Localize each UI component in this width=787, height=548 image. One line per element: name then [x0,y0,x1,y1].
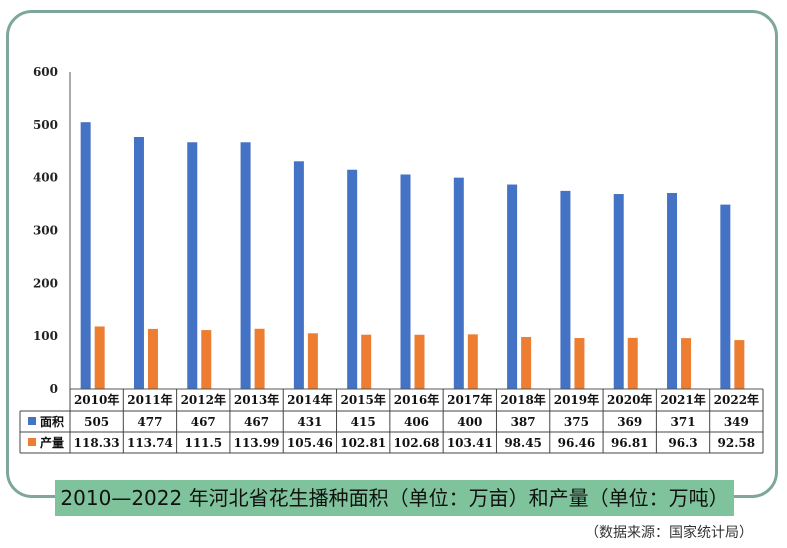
table-value-面积: 406 [404,415,429,429]
bar-面积-2017年 [453,177,464,389]
y-tick-label: 400 [33,171,58,185]
x-tick-label: 2010年 [74,392,119,407]
x-tick-label: 2014年 [287,392,332,407]
legend-swatch-产量 [28,438,36,446]
bar-产量-2010年 [94,326,105,389]
bar-产量-2012年 [201,330,212,389]
x-tick-label: 2013年 [234,392,279,407]
table-value-面积: 375 [564,415,589,429]
bar-产量-2019年 [574,338,585,389]
table-value-面积: 505 [84,415,109,429]
legend-label-面积: 面积 [40,414,64,429]
bar-面积-2022年 [720,204,731,389]
table-value-面积: 431 [297,415,322,429]
bar-面积-2018年 [507,184,518,389]
x-tick-label: 2016年 [394,392,439,407]
bar-产量-2014年 [307,333,318,389]
table-value-面积: 415 [351,415,376,429]
bar-面积-2011年 [133,136,144,389]
bar-产量-2015年 [361,334,372,389]
bar-面积-2021年 [667,192,678,389]
x-tick-label: 2019年 [554,392,599,407]
bar-面积-2016年 [400,174,411,389]
bar-面积-2019年 [560,190,571,389]
table-value-面积: 371 [671,415,696,429]
table-value-产量: 96.46 [558,436,596,450]
bar-面积-2015年 [347,169,358,389]
table-value-面积: 387 [511,415,536,429]
bar-面积-2014年 [293,161,304,389]
table-value-产量: 96.81 [611,436,649,450]
table-value-产量: 96.3 [668,436,697,450]
chart-title: 2010—2022 年河北省花生播种面积（单位：万亩）和产量（单位：万吨） [55,480,734,516]
table-value-产量: 113.99 [234,436,280,450]
table-value-面积: 477 [137,415,162,429]
table-value-产量: 98.45 [504,436,542,450]
legend-swatch-面积 [28,417,36,425]
table-value-产量: 102.81 [340,436,386,450]
bar-产量-2021年 [681,338,692,389]
table-value-面积: 467 [244,415,269,429]
table-value-产量: 111.5 [184,436,222,450]
bar-产量-2016年 [414,334,425,389]
bar-面积-2010年 [80,122,91,390]
x-tick-label: 2022年 [714,392,759,407]
bar-产量-2017年 [467,334,478,389]
y-tick-label: 600 [33,65,58,79]
bar-产量-2011年 [147,328,158,389]
bar-产量-2022年 [734,340,745,389]
legend-label-产量: 产量 [40,435,64,450]
table-value-产量: 103.41 [447,436,493,450]
y-tick-label: 200 [33,276,58,290]
bar-产量-2018年 [521,336,532,389]
table-value-产量: 92.58 [718,436,756,450]
x-tick-label: 2018年 [500,392,545,407]
table-value-产量: 102.68 [394,436,440,450]
table-value-产量: 118.33 [74,436,120,450]
table-value-产量: 113.74 [127,436,173,450]
x-tick-label: 2017年 [447,392,492,407]
y-tick-label: 100 [33,329,58,343]
table-value-面积: 467 [191,415,216,429]
table-value-面积: 349 [724,415,749,429]
chart: 0 100 200 300 400 500 600 2010年 2011年 2012年 2013年 2… [19,65,764,454]
bar-面积-2020年 [613,194,624,389]
y-tick-label: 300 [33,224,58,238]
x-tick-label: 2015年 [340,392,385,407]
table-value-面积: 400 [457,415,482,429]
x-tick-label: 2021年 [660,392,705,407]
bar-面积-2012年 [187,142,198,389]
table-value-面积: 369 [617,415,642,429]
bar-产量-2013年 [254,328,265,389]
bar-产量-2020年 [627,337,638,389]
bar-面积-2013年 [240,142,251,389]
y-tick-label: 500 [33,118,58,132]
x-tick-label: 2020年 [607,392,652,407]
y-tick-label: 0 [50,382,58,396]
data-source: （数据来源：国家统计局） [585,525,753,541]
x-tick-label: 2012年 [181,392,226,407]
x-tick-label: 2011年 [127,392,172,407]
table-value-产量: 105.46 [287,436,333,450]
